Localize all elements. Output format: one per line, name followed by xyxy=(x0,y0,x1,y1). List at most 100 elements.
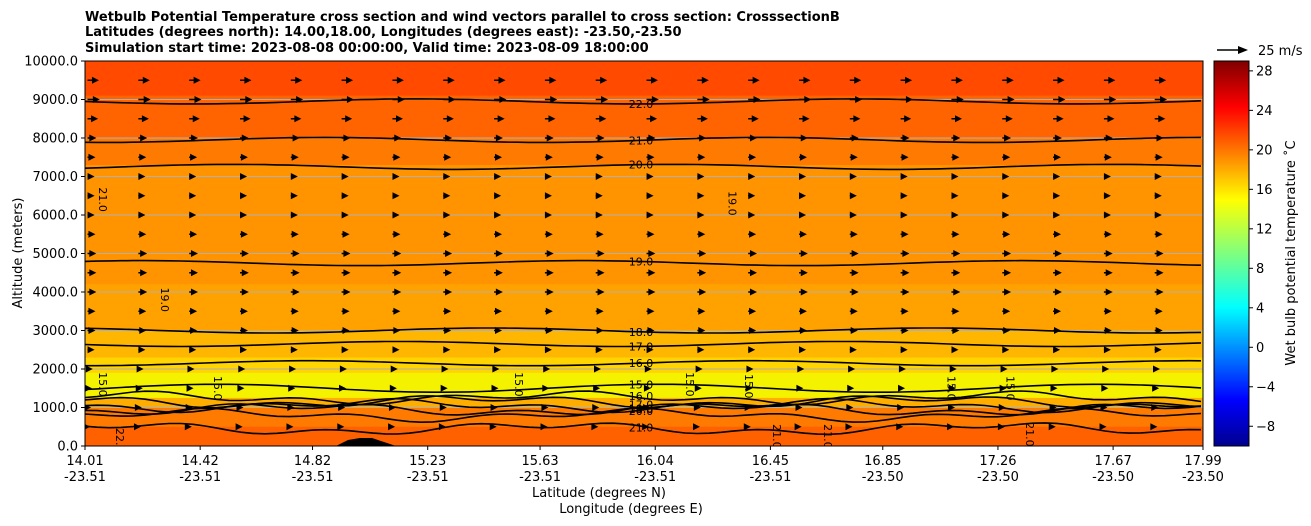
wind-vector xyxy=(392,115,404,123)
fill-band xyxy=(85,397,1203,408)
wind-vector xyxy=(189,76,201,84)
wind-vector xyxy=(494,153,503,161)
wind-vector-head xyxy=(134,404,142,411)
quiver-key-arrowhead xyxy=(1238,46,1248,54)
x-tick-label-lat: 16.85 xyxy=(864,454,901,469)
wind-vector-head xyxy=(849,211,857,219)
wind-vector-head xyxy=(1002,346,1010,354)
colorbar-tick-label: 4 xyxy=(1256,301,1264,316)
wind-vector-head xyxy=(498,76,506,84)
wind-vector xyxy=(849,307,858,315)
wind-vector-head xyxy=(744,404,752,411)
wind-vector xyxy=(494,288,503,296)
wind-vector-head xyxy=(341,192,349,200)
wind-vector-head xyxy=(392,211,400,219)
wind-vector xyxy=(189,288,198,296)
wind-vector xyxy=(443,153,452,161)
wind-vector-head xyxy=(495,134,503,142)
wind-vector xyxy=(341,250,351,257)
wind-vector xyxy=(748,115,759,123)
wind-vector xyxy=(87,269,97,277)
wind-vector-head xyxy=(85,424,91,430)
wind-vector xyxy=(389,384,397,392)
wind-vector-head xyxy=(698,327,706,334)
wind-vector-head xyxy=(292,134,300,142)
wind-vector xyxy=(290,211,298,219)
wind-vector xyxy=(798,173,807,180)
wind-vector-head xyxy=(294,115,302,123)
wind-vector-head xyxy=(140,134,148,142)
wind-vector xyxy=(951,327,960,334)
wind-vector xyxy=(743,423,751,431)
wind-vector xyxy=(494,230,503,238)
wind-vector xyxy=(1002,192,1010,200)
colorbar-tick-label: −4 xyxy=(1256,380,1275,395)
wind-vector-head xyxy=(749,134,757,142)
y-tick-label: 6000.0 xyxy=(33,209,79,224)
wind-vector-head xyxy=(544,173,552,180)
wind-vector-head xyxy=(1105,288,1113,296)
contour-line xyxy=(85,395,1202,409)
wind-vector xyxy=(189,96,202,103)
wind-vector xyxy=(492,365,500,373)
wind-vector-head xyxy=(139,307,147,315)
wind-vector-head xyxy=(138,173,146,180)
wind-vector-head xyxy=(795,404,803,411)
wind-vector-head xyxy=(799,307,807,315)
wind-vector xyxy=(849,96,863,103)
wind-vector xyxy=(287,404,295,411)
wind-vector-head xyxy=(1054,134,1062,142)
wind-vector xyxy=(1103,76,1116,84)
wind-vector-head xyxy=(1103,211,1111,219)
wind-vector xyxy=(1053,115,1064,123)
wind-vector-head xyxy=(849,192,857,200)
wind-vector-head xyxy=(752,76,760,84)
wind-vector-head xyxy=(92,96,100,103)
wind-vector-head xyxy=(951,173,959,180)
wind-vector xyxy=(951,307,960,315)
wind-vector-head xyxy=(803,76,811,84)
contour-line xyxy=(85,327,1202,334)
wind-vector-head xyxy=(237,384,245,392)
y-tick-label: 10000.0 xyxy=(24,55,78,70)
wind-vector xyxy=(896,423,904,431)
wind-vector-head xyxy=(897,404,905,411)
wind-vector xyxy=(189,173,197,180)
wind-vector-head xyxy=(1156,288,1164,296)
wind-vector-head xyxy=(1002,173,1010,180)
wind-vector xyxy=(748,76,760,84)
wind-vector-head xyxy=(1005,115,1013,123)
wind-vector-head xyxy=(394,288,402,296)
wind-vector xyxy=(1154,288,1164,296)
wind-vector xyxy=(1002,134,1012,142)
wind-vector-head xyxy=(287,404,295,411)
wind-vector-head xyxy=(342,153,350,161)
wind-vector-head xyxy=(289,365,297,373)
contour-line xyxy=(85,390,1202,406)
wind-vector xyxy=(849,76,862,84)
wind-vector xyxy=(951,192,959,200)
y-tick-label: 9000.0 xyxy=(33,93,79,108)
wind-vector-head xyxy=(948,384,956,392)
wind-vector-head xyxy=(1104,153,1112,161)
wind-vector xyxy=(138,115,149,123)
wind-vector xyxy=(239,250,249,257)
wind-vector-head xyxy=(1155,307,1163,315)
wind-vector xyxy=(290,288,300,296)
wind-vector xyxy=(1154,346,1162,354)
wind-vector-head xyxy=(190,269,198,277)
wind-vector xyxy=(341,153,350,161)
wind-vector xyxy=(138,173,146,180)
wind-vector-head xyxy=(497,115,505,123)
contour-label-rotated: 22.0 xyxy=(113,428,126,453)
wind-vector xyxy=(290,173,298,180)
wind-vector xyxy=(951,269,961,277)
wind-vector xyxy=(1154,230,1163,238)
wind-vector-head xyxy=(440,384,448,392)
wind-vector xyxy=(286,423,294,431)
wind-vector-head xyxy=(956,96,964,103)
wind-vector xyxy=(443,173,451,180)
wind-vector-head xyxy=(445,250,453,257)
wind-vector xyxy=(847,384,855,392)
wind-vector-head xyxy=(446,115,454,123)
